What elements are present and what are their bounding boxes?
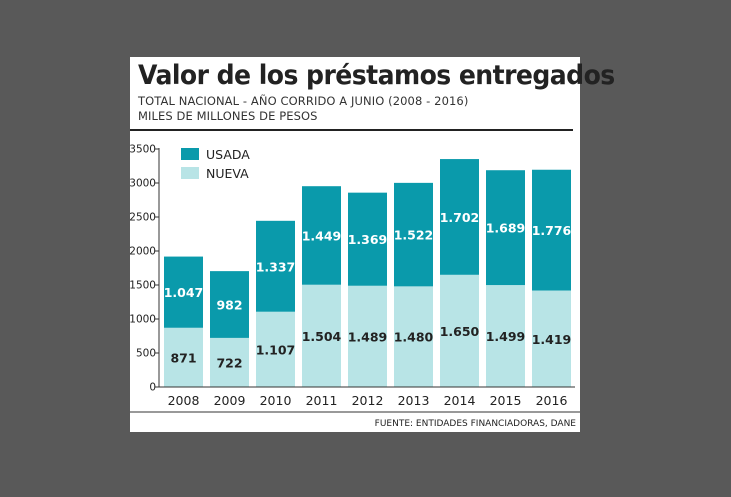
y-tick-label: 2500 xyxy=(130,212,156,224)
data-label-nueva-2016: 1.419 xyxy=(532,332,572,347)
title-divider xyxy=(130,129,573,131)
x-tick-label: 2012 xyxy=(352,393,384,408)
chart-subtitle-units: MILES DE MILLONES DE PESOS xyxy=(138,109,318,123)
y-tick-label: 0 xyxy=(149,382,156,394)
bar-usada-2011 xyxy=(302,186,341,285)
bar-usada-2013 xyxy=(394,182,433,287)
bar-nueva-2016 xyxy=(532,290,571,387)
y-tick-label: 1500 xyxy=(130,280,156,292)
data-label-usada-2016: 1.776 xyxy=(532,223,572,238)
bar-nueva-2008 xyxy=(164,327,203,387)
data-label-usada-2011: 1.449 xyxy=(302,228,342,243)
bar-usada-2008 xyxy=(164,256,203,328)
chart-card: Valor de los préstamos entregados TOTAL … xyxy=(130,57,615,432)
chart-title: Valor de los préstamos entregados xyxy=(138,60,615,91)
bar-nueva-2012 xyxy=(348,285,387,387)
x-tick-label: 2008 xyxy=(168,393,200,408)
bar-usada-2016 xyxy=(532,169,571,291)
data-label-usada-2014: 1.702 xyxy=(440,210,480,225)
y-tick-label: 2000 xyxy=(130,246,156,258)
x-tick-label: 2016 xyxy=(536,393,568,408)
bar-nueva-2011 xyxy=(302,284,341,387)
bar-usada-2012 xyxy=(348,192,387,286)
source-note: FUENTE: ENTIDADES FINANCIADORAS, DANE xyxy=(374,419,576,429)
bar-nueva-2013 xyxy=(394,286,433,387)
data-label-nueva-2013: 1.480 xyxy=(394,330,434,345)
bar-chart: 0 500 1000 1500 2000 2500 3000 3500 871 1.047 2008… xyxy=(130,144,580,413)
bar-usada-2009 xyxy=(210,271,249,338)
data-label-nueva-2011: 1.504 xyxy=(302,329,342,344)
bar-nueva-2010 xyxy=(256,311,295,387)
legend-label-usada: USADA xyxy=(206,147,250,162)
y-tick-label: 3500 xyxy=(130,144,156,156)
bar-nueva-2014 xyxy=(440,274,479,387)
y-tick-label: 1000 xyxy=(130,314,156,326)
bar-nueva-2009 xyxy=(210,337,249,387)
bar-usada-2014 xyxy=(440,159,479,275)
legend-swatch-usada xyxy=(181,148,199,160)
data-label-usada-2009: 982 xyxy=(216,298,242,313)
data-label-usada-2015: 1.689 xyxy=(486,221,526,236)
data-label-nueva-2012: 1.489 xyxy=(348,329,388,344)
data-label-nueva-2010: 1.107 xyxy=(256,342,296,357)
x-tick-label: 2013 xyxy=(398,393,430,408)
bar-nueva-2015 xyxy=(486,285,525,387)
data-label-nueva-2015: 1.499 xyxy=(486,329,526,344)
y-tick-label: 3000 xyxy=(130,178,156,190)
data-label-usada-2010: 1.337 xyxy=(256,259,296,274)
x-tick-label: 2011 xyxy=(306,393,338,408)
legend-swatch-nueva xyxy=(181,167,199,179)
x-tick-label: 2010 xyxy=(260,393,292,408)
data-label-usada-2008: 1.047 xyxy=(164,285,204,300)
data-label-nueva-2014: 1.650 xyxy=(440,324,480,339)
bar-usada-2010 xyxy=(256,220,295,312)
data-label-nueva-2009: 722 xyxy=(216,355,242,370)
data-label-nueva-2008: 871 xyxy=(170,350,196,365)
bar-usada-2015 xyxy=(486,170,525,286)
data-label-usada-2012: 1.369 xyxy=(348,232,388,247)
legend-label-nueva: NUEVA xyxy=(206,166,249,181)
x-tick-label: 2014 xyxy=(444,393,476,408)
x-tick-label: 2015 xyxy=(490,393,522,408)
x-tick-label: 2009 xyxy=(214,393,246,408)
chart-subtitle-scope: TOTAL NACIONAL - AÑO CORRIDO A JUNIO (20… xyxy=(138,94,469,108)
data-label-usada-2013: 1.522 xyxy=(394,228,434,243)
y-tick-label: 500 xyxy=(136,348,156,360)
